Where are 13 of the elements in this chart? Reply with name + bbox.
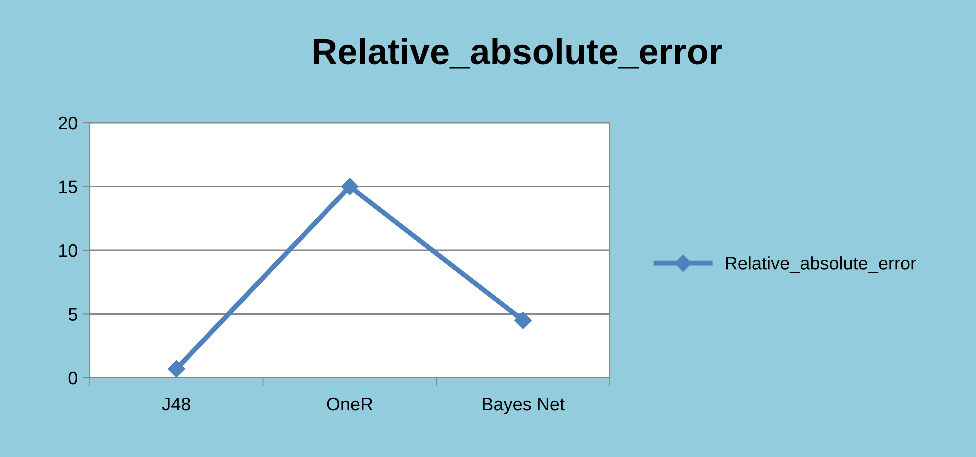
y-tick-label: 0 (68, 372, 78, 385)
chart-title: Relative_absolute_error (314, 38, 722, 69)
x-tick-label: OneR (327, 398, 373, 411)
x-tick-label: Bayes Net (483, 398, 565, 414)
y-tick-label: 20 (59, 116, 78, 130)
legend-label: Relative_absolute_error (726, 256, 916, 274)
x-tick-label: J48 (162, 398, 190, 411)
point (168, 360, 186, 378)
point (514, 312, 532, 330)
y-tick-label: 15 (59, 180, 78, 194)
y-tick-label: 5 (68, 308, 78, 321)
y-tick-label: 10 (59, 244, 78, 258)
point (341, 178, 359, 196)
